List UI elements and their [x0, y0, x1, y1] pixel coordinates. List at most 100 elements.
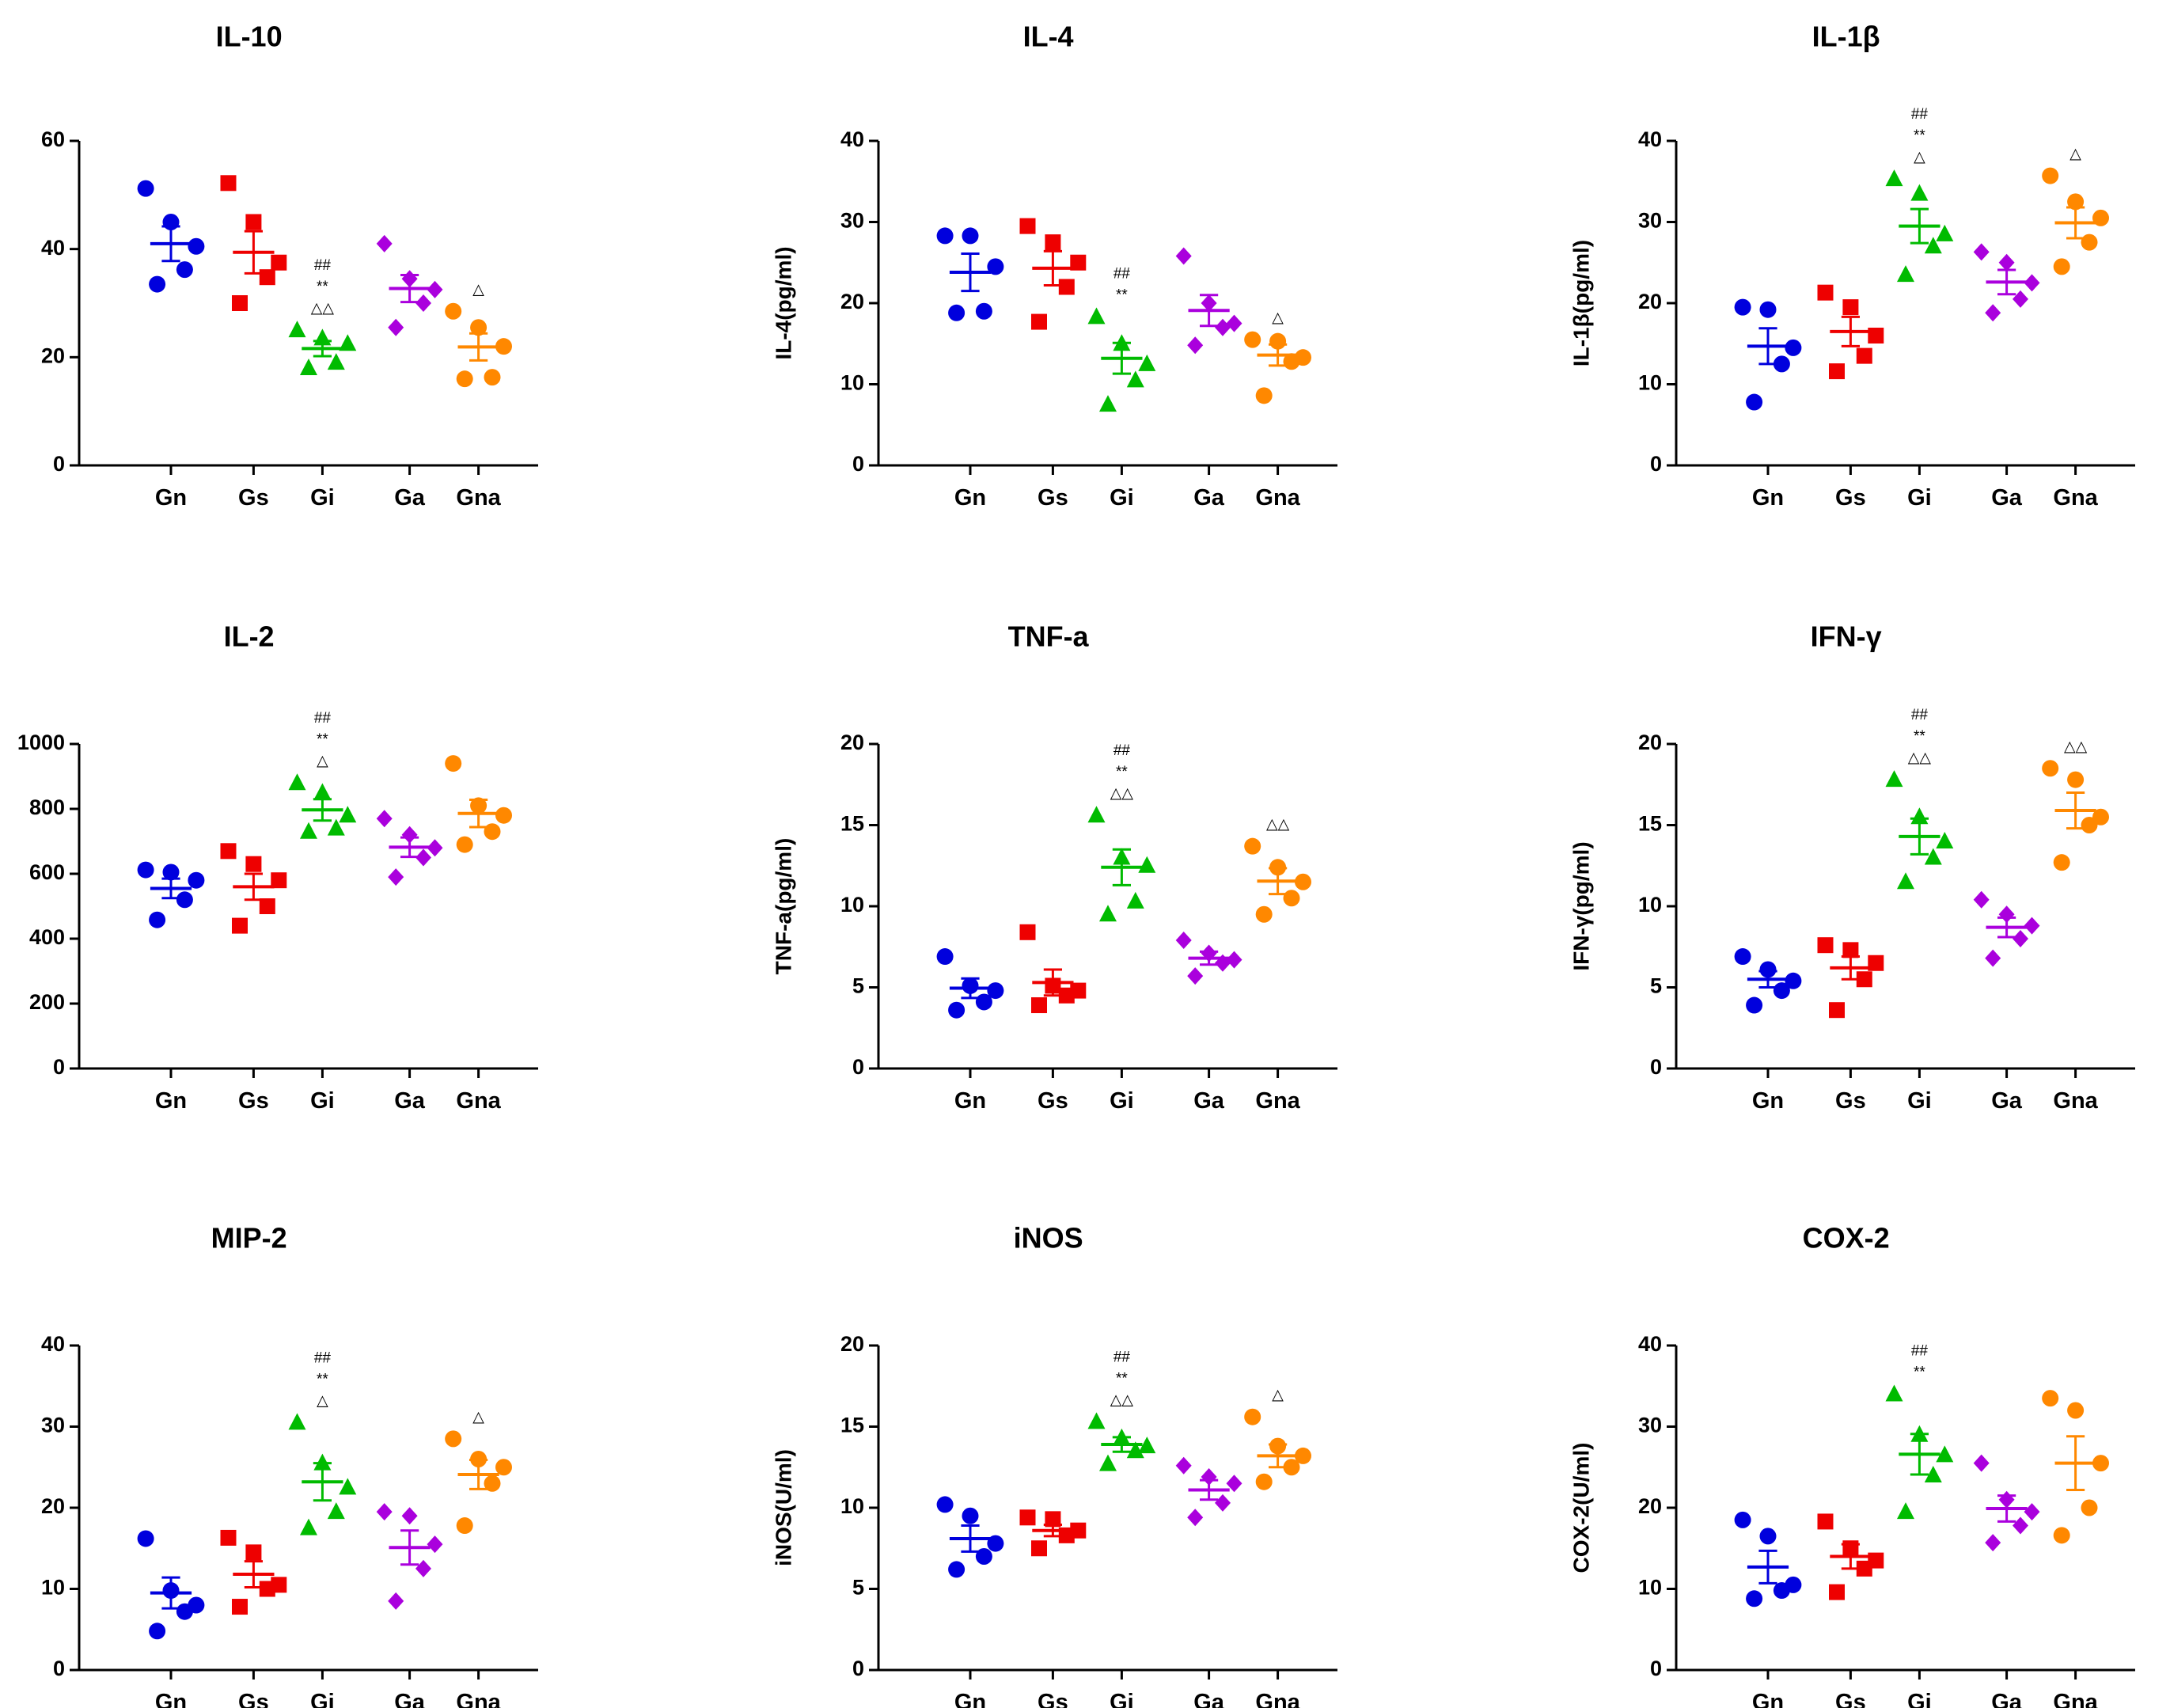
y-tick-label: 20 — [840, 731, 864, 754]
y-tick-label: 0 — [1650, 1055, 1662, 1079]
data-point — [137, 180, 154, 197]
panel-mip-2: MIP-2MIP-2(pg/ml)010203040GnGsGiGaGna##*… — [41, 1221, 538, 1708]
y-tick-label: 20 — [1638, 290, 1662, 313]
data-point — [1924, 1466, 1942, 1482]
x-tick-label: Gs — [1835, 1088, 1866, 1114]
y-tick-label: 800 — [29, 795, 65, 819]
y-tick-label: 40 — [1638, 127, 1662, 151]
significance-mark: △△ — [1266, 816, 1290, 833]
data-point — [388, 868, 404, 886]
panel-title: iNOS — [1014, 1221, 1083, 1254]
y-tick-label: 10 — [840, 893, 864, 917]
y-tick-label: 20 — [1638, 1494, 1662, 1518]
y-tick-label: 0 — [852, 452, 864, 476]
data-point — [1897, 1502, 1914, 1520]
data-point — [339, 806, 357, 823]
data-point — [245, 1544, 262, 1561]
data-point — [2053, 854, 2070, 871]
data-point — [1099, 395, 1117, 412]
data-point — [220, 175, 237, 192]
x-tick-label: Gs — [238, 1088, 269, 1114]
data-point — [1829, 1002, 1845, 1019]
y-tick-label: 40 — [1638, 1332, 1662, 1356]
data-point — [232, 917, 248, 934]
data-point — [2067, 193, 2085, 211]
data-point — [1817, 1513, 1834, 1530]
x-tick-label: Gna — [1255, 1088, 1300, 1114]
data-point — [1759, 301, 1777, 318]
data-point — [1255, 1473, 1273, 1490]
data-point — [1215, 318, 1231, 336]
series-gn — [936, 227, 1004, 321]
data-point — [936, 1496, 954, 1513]
data-point — [176, 1603, 193, 1620]
significance-mark: △△ — [1908, 750, 1932, 766]
data-point — [1829, 363, 1845, 380]
y-tick-label: 15 — [1638, 812, 1662, 836]
x-tick-label: Ga — [1991, 485, 2023, 511]
data-point — [1759, 961, 1777, 978]
series-gna — [445, 755, 512, 853]
data-point — [2092, 1455, 2109, 1472]
data-point — [948, 304, 965, 321]
series-gs — [1019, 1509, 1087, 1557]
data-point — [1175, 1456, 1192, 1475]
y-tick-label: 15 — [840, 812, 864, 836]
series-ga — [1973, 243, 2040, 322]
data-point — [300, 1518, 317, 1535]
data-point — [2042, 1390, 2059, 1407]
data-point — [2081, 817, 2098, 833]
x-tick-label: Ga — [1991, 1088, 2023, 1114]
significance-mark: ** — [1116, 1370, 1128, 1387]
x-tick-label: Ga — [1193, 1690, 1225, 1708]
y-tick-label: 40 — [840, 127, 864, 151]
significance-mark: △ — [1272, 1387, 1284, 1403]
data-point — [2053, 1527, 2070, 1544]
data-point — [1295, 873, 1311, 890]
data-point — [2053, 258, 2070, 275]
significance-mark: △ — [2069, 146, 2081, 162]
data-point — [1175, 932, 1192, 950]
y-tick-label: 20 — [1638, 731, 1662, 754]
data-point — [495, 338, 512, 355]
data-point — [1187, 336, 1204, 355]
y-tick-label: 20 — [41, 1494, 65, 1518]
x-tick-label: Gna — [2053, 1088, 2098, 1114]
data-point — [456, 1517, 473, 1535]
data-point — [259, 269, 275, 286]
data-point — [1187, 967, 1204, 985]
data-point — [962, 227, 979, 245]
data-point — [232, 295, 248, 311]
data-point — [427, 280, 443, 298]
data-point — [456, 836, 473, 853]
data-point — [1099, 1454, 1117, 1471]
y-tick-label: 30 — [1638, 1414, 1662, 1437]
panel-title: IL-1β — [1812, 20, 1880, 52]
data-point — [149, 1623, 166, 1640]
series-ga — [1175, 247, 1242, 355]
significance-mark: ** — [317, 1371, 328, 1387]
series-gi — [1087, 1412, 1156, 1471]
data-point — [1295, 1447, 1311, 1464]
data-point — [495, 1459, 512, 1476]
significance-mark: ** — [1116, 287, 1128, 303]
data-point — [1087, 1412, 1106, 1429]
y-tick-label: 0 — [53, 1055, 65, 1079]
data-point — [220, 843, 237, 860]
data-point — [1255, 387, 1273, 404]
y-tick-label: 15 — [840, 1414, 864, 1437]
y-axis-label: TNF-a(pg/ml) — [771, 838, 795, 975]
data-point — [495, 807, 512, 824]
x-tick-label: Ga — [1193, 1088, 1225, 1114]
y-tick-label: 60 — [41, 127, 65, 151]
data-point — [388, 318, 404, 336]
y-tick-label: 30 — [1638, 209, 1662, 233]
data-point — [339, 1478, 357, 1495]
data-point — [1773, 1582, 1790, 1600]
y-tick-label: 0 — [1650, 1657, 1662, 1680]
data-point — [484, 823, 501, 841]
panel-il-10: IL-10IL-10(pg/ml)0204060GnGsGiGaGna##**△… — [41, 20, 538, 511]
series-ga — [376, 1503, 443, 1610]
x-tick-label: Gn — [155, 1088, 187, 1114]
significance-mark: ## — [314, 1349, 332, 1366]
